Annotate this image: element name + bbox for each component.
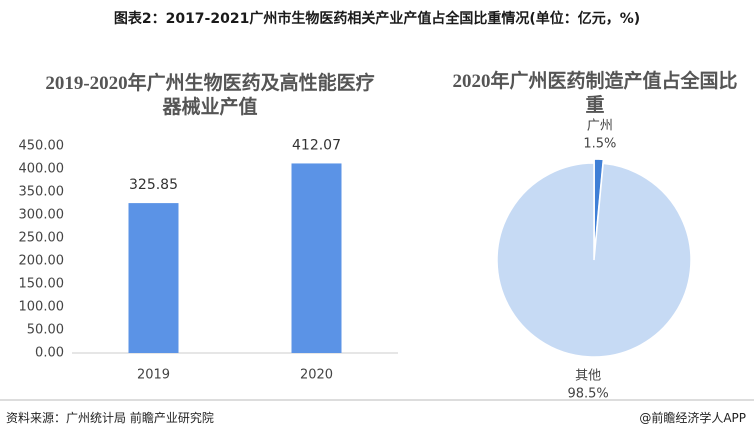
y-tick-label: 450.00	[19, 139, 65, 154]
y-tick-label: 350.00	[19, 185, 65, 200]
bar-chart-title: 2019-2020年广州生物医药及高性能医疗器械业产值	[45, 73, 375, 118]
slice-label: 98.5%	[567, 386, 608, 401]
y-tick-label: 200.00	[19, 254, 65, 269]
pie-slice	[496, 162, 692, 358]
y-tick-label: 100.00	[19, 300, 65, 315]
bar	[291, 163, 342, 353]
source: 资料来源：广州统计局 前瞻产业研究院	[6, 411, 214, 425]
x-tick-label: 2020	[300, 368, 333, 383]
y-tick-label: 300.00	[19, 208, 65, 223]
data-label: 412.07	[292, 137, 341, 153]
x-tick-label: 2019	[137, 368, 170, 383]
slice-label: 1.5%	[583, 137, 616, 152]
slice-name: 其他	[575, 368, 601, 383]
y-tick-label: 50.00	[27, 323, 64, 338]
y-tick-label: 400.00	[19, 162, 65, 177]
pie-chart-title: 2020年广州医药制造产值占全国比重	[452, 71, 738, 116]
y-tick-label: 150.00	[19, 277, 65, 292]
bar	[128, 203, 179, 353]
data-label: 325.85	[129, 177, 178, 193]
y-tick-label: 0.00	[35, 346, 64, 361]
slice-name: 广州	[587, 119, 613, 134]
credit: @前瞻经济学人APP	[639, 411, 746, 425]
y-tick-label: 250.00	[19, 231, 65, 246]
page-title: 图表2：2017-2021广州市生物医药相关产业产值占全国比重情况(单位：亿元，…	[113, 11, 641, 27]
